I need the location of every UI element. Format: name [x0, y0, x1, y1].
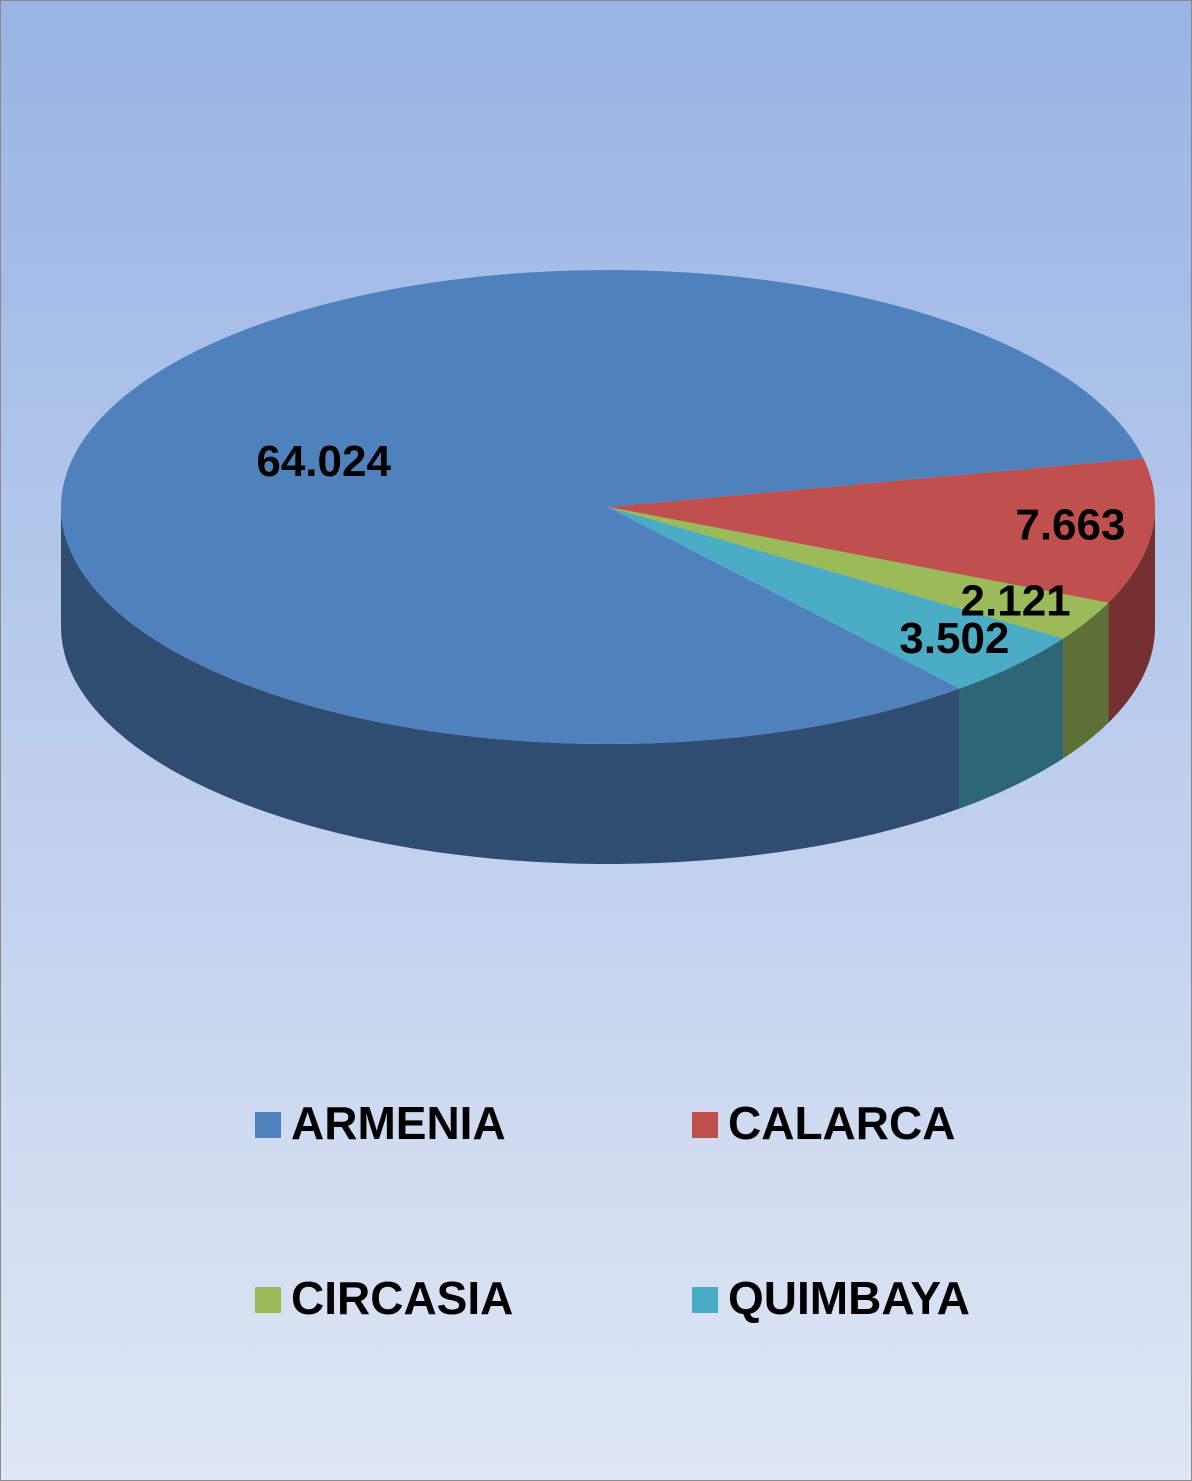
legend: ARMENIA CALARCA CIRCASIA QUIMBAYA [255, 1097, 970, 1324]
legend-swatch [692, 1287, 718, 1313]
pie-side [1063, 602, 1109, 759]
legend-swatch [255, 1287, 281, 1313]
legend-swatch [692, 1112, 718, 1138]
pie-side [959, 638, 1064, 809]
pie-sides [61, 507, 1155, 864]
data-label: 3.502 [899, 614, 1009, 663]
legend-label: QUIMBAYA [728, 1272, 970, 1324]
pie-slice [61, 270, 1144, 744]
pie-slice [608, 507, 1109, 639]
data-label: 7.663 [1015, 501, 1125, 550]
data-label: 2.121 [961, 577, 1071, 626]
pie-side [61, 507, 960, 864]
pie-side [1108, 507, 1155, 723]
data-label: 64.024 [256, 437, 391, 486]
legend-label: CALARCA [728, 1097, 955, 1149]
legend-label: ARMENIA [291, 1097, 506, 1149]
pie-slice [608, 507, 1064, 689]
legend-label: CIRCASIA [291, 1272, 513, 1324]
pie-tops [61, 270, 1155, 744]
pie-slice [608, 458, 1155, 603]
legend-swatch [255, 1112, 281, 1138]
